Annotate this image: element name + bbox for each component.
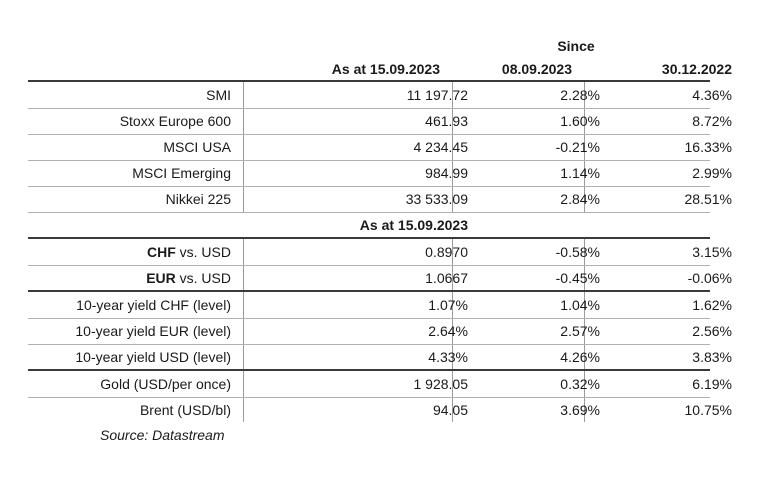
value-cell: 1.07% <box>428 297 468 313</box>
row-label: Stoxx Europe 600 <box>119 113 231 129</box>
column-divider <box>584 82 585 212</box>
value-cell: 0.8970 <box>425 244 468 260</box>
column-divider <box>243 82 244 212</box>
value-cell: 33 533.09 <box>405 191 468 207</box>
change-week-cell: 2.57% <box>560 323 600 339</box>
currency-code: EUR <box>146 270 176 286</box>
row-divider <box>28 397 710 398</box>
row-label: EUR vs. USD <box>28 265 231 291</box>
value-cell: 461.93 <box>425 113 468 129</box>
row-divider <box>28 160 710 161</box>
section-rule <box>28 237 710 239</box>
change-week-cell: -0.45% <box>555 270 600 286</box>
table-row: MSCI USA 4 234.45 -0.21% 16.33% <box>28 134 732 160</box>
value-cell: 4 234.45 <box>413 139 469 155</box>
row-label: MSCI USA <box>163 139 231 155</box>
header-rule <box>28 80 710 82</box>
row-label: Nikkei 225 <box>165 191 231 207</box>
row-label: 10-year yield USD (level) <box>75 349 231 365</box>
table-row: Gold (USD/per once) 1 928.05 0.32% 6.19% <box>28 371 732 397</box>
currency-pair-rest: vs. USD <box>175 270 231 286</box>
row-label: CHF vs. USD <box>28 239 231 265</box>
change-week-cell: -0.21% <box>555 139 600 155</box>
change-ytd-cell: 4.36% <box>692 87 732 103</box>
change-ytd-cell: 16.33% <box>684 139 732 155</box>
value-cell: 1.0667 <box>425 270 468 286</box>
change-week-cell: 2.28% <box>560 87 600 103</box>
section-rule <box>28 369 710 371</box>
value-cell: 1 928.05 <box>413 376 469 392</box>
row-divider <box>28 134 710 135</box>
change-ytd-cell: 8.72% <box>692 113 732 129</box>
value-cell: 4.33% <box>428 349 468 365</box>
row-label: 10-year yield CHF (level) <box>76 297 231 313</box>
row-label: Gold (USD/per once) <box>100 376 231 392</box>
row-label: MSCI Emerging <box>132 165 231 181</box>
row-label: Brent (USD/bl) <box>139 402 231 418</box>
column-divider <box>452 82 453 212</box>
row-divider <box>28 344 710 345</box>
table-row: MSCI Emerging 984.99 1.14% 2.99% <box>28 160 732 186</box>
change-week-cell: 2.84% <box>560 191 600 207</box>
subheader-label: As at 15.09.2023 <box>359 217 468 233</box>
row-divider <box>28 108 710 109</box>
row-divider <box>28 186 710 187</box>
col-header-current: As at 15.09.2023 <box>331 61 440 77</box>
source-note: Source: Datastream <box>100 427 225 443</box>
change-week-cell: 1.04% <box>560 297 600 313</box>
subheader-row: As at 15.09.2023 <box>28 212 710 238</box>
change-ytd-cell: 3.83% <box>692 349 732 365</box>
row-label: 10-year yield EUR (level) <box>75 323 231 339</box>
row-divider <box>28 265 710 266</box>
column-divider <box>243 238 244 422</box>
change-week-cell: -0.58% <box>555 244 600 260</box>
change-ytd-cell: 3.15% <box>692 244 732 260</box>
change-week-cell: 3.69% <box>560 402 600 418</box>
section-rule <box>28 290 710 292</box>
value-cell: 2.64% <box>428 323 468 339</box>
col-header-since-year: 30.12.2022 <box>661 61 732 77</box>
change-week-cell: 4.26% <box>560 349 600 365</box>
change-ytd-cell: 28.51% <box>684 191 732 207</box>
table-row: Nikkei 225 33 533.09 2.84% 28.51% <box>28 186 732 212</box>
change-ytd-cell: -0.06% <box>687 270 732 286</box>
change-ytd-cell: 1.62% <box>692 297 732 313</box>
table-row: EUR vs. USD 1.0667 -0.45% -0.06% <box>28 265 732 291</box>
currency-pair-rest: vs. USD <box>175 244 231 260</box>
change-week-cell: 1.14% <box>560 165 600 181</box>
value-cell: 94.05 <box>432 402 468 418</box>
row-divider <box>28 212 710 213</box>
col-header-since-week: 08.09.2023 <box>501 61 572 77</box>
column-divider <box>452 238 453 422</box>
table-row: 10-year yield CHF (level) 1.07% 1.04% 1.… <box>28 292 732 318</box>
value-cell: 984.99 <box>425 165 468 181</box>
table-row: 10-year yield USD (level) 4.33% 4.26% 3.… <box>28 344 732 370</box>
currency-code: CHF <box>146 244 176 260</box>
column-divider <box>584 238 585 422</box>
change-ytd-cell: 6.19% <box>692 376 732 392</box>
change-ytd-cell: 10.75% <box>684 402 732 418</box>
table-row: Stoxx Europe 600 461.93 1.60% 8.72% <box>28 108 732 134</box>
since-header: Since <box>557 38 595 54</box>
change-ytd-cell: 2.56% <box>692 323 732 339</box>
table-row: CHF vs. USD 0.8970 -0.58% 3.15% <box>28 239 732 265</box>
row-divider <box>28 318 710 319</box>
change-week-cell: 0.32% <box>560 376 600 392</box>
change-week-cell: 1.60% <box>560 113 600 129</box>
table-row: Brent (USD/bl) 94.05 3.69% 10.75% <box>28 397 732 423</box>
table-row: SMI 11 197.72 2.28% 4.36% <box>28 82 732 108</box>
change-ytd-cell: 2.99% <box>692 165 732 181</box>
row-label: SMI <box>206 87 231 103</box>
table-row: 10-year yield EUR (level) 2.64% 2.57% 2.… <box>28 318 732 344</box>
value-cell: 11 197.72 <box>406 87 468 103</box>
